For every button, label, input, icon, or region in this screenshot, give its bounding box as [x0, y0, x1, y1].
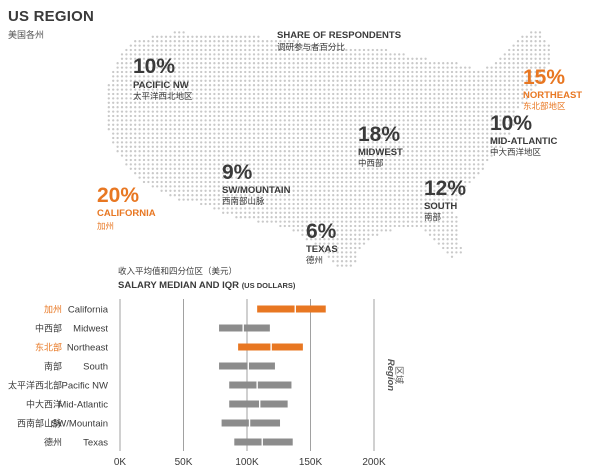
region-label-midwest: 18% MIDWEST 中西部: [358, 124, 403, 169]
chart-row-texas: 德州 Texas: [44, 437, 293, 449]
iqr-bar: [219, 362, 275, 370]
region-label-california: 20% CALIFORNIA 加州: [97, 185, 156, 232]
x-tick-label: 50K: [175, 457, 193, 467]
axis-side-label-cn: 区域: [394, 366, 405, 384]
iqr-bar: [219, 324, 270, 332]
chart-row-northeast: 东北部 Northeast: [35, 342, 303, 354]
region-name: MIDWEST: [358, 147, 403, 158]
region-pct: 10%: [490, 112, 533, 135]
region-pct: 6%: [306, 220, 337, 243]
region-name-cn: 中大西洋地区: [490, 146, 542, 157]
row-label-cn: 加州: [44, 305, 62, 315]
row-label: Mid-Atlantic: [58, 400, 108, 411]
map-dots: [107, 31, 550, 267]
region-pct: 15%: [523, 66, 566, 89]
row-label: Northeast: [67, 343, 109, 354]
iqr-bar: [234, 438, 293, 446]
salary-heading-cn: 收入平均值和四分位区（美元）: [118, 266, 238, 276]
row-label-cn: 西南部山脉: [17, 418, 62, 429]
region-pct: 9%: [222, 161, 253, 184]
row-label: Pacific NW: [62, 381, 108, 392]
region-name-cn: 南部: [424, 211, 442, 222]
row-label: South: [83, 362, 108, 373]
x-tick-label: 0K: [114, 457, 127, 467]
share-heading: SHARE OF RESPONDENTS: [277, 30, 402, 41]
region-name: NORTHEAST: [523, 90, 583, 101]
region-name: PACIFIC NW: [133, 80, 189, 91]
salary-heading-suffix: (US DOLLARS): [241, 281, 296, 290]
iqr-bar: [229, 400, 288, 408]
chart-row-south: 南部 South: [44, 361, 275, 373]
row-label-cn: 太平洋西北部: [8, 380, 62, 391]
region-pct: 12%: [424, 177, 467, 200]
share-heading-cn: 调研参与者百分比: [277, 42, 346, 52]
region-label-texas: 6% TEXAS 德州: [306, 221, 338, 266]
region-label-sw-mountain: 9% SW/MOUNTAIN 西南部山脉: [222, 162, 290, 207]
region-name-cn: 加州: [97, 220, 115, 231]
row-label-cn: 中大西洋: [26, 399, 62, 410]
region-name: CALIFORNIA: [97, 208, 156, 219]
x-tick-label: 200K: [362, 457, 386, 467]
region-label-northeast: 15% NORTHEAST 东北部地区: [523, 67, 582, 112]
row-label-cn: 中西部: [35, 323, 62, 334]
region-name-cn: 太平洋西北地区: [133, 90, 193, 101]
region-name: MID-ATLANTIC: [490, 136, 558, 147]
region-pct: 18%: [358, 123, 401, 146]
iqr-bar: [238, 343, 303, 351]
region-name-cn: 中西部: [358, 157, 384, 168]
region-name-cn: 西南部山脉: [222, 195, 265, 206]
iqr-bar: [221, 419, 281, 427]
page-title: US REGION: [8, 8, 94, 25]
region-name-cn: 德州: [306, 254, 324, 265]
page-subtitle-cn: 美国各州: [8, 30, 45, 40]
row-label: Texas: [83, 438, 108, 449]
region-label-mid-atlantic: 10% MID-ATLANTIC 中大西洋地区: [490, 113, 557, 158]
x-tick-label: 100K: [235, 457, 259, 467]
row-label-cn: 东北部: [35, 342, 62, 353]
chart-row-california: 加州 California: [44, 305, 326, 316]
row-label: California: [68, 305, 109, 316]
salary-heading-title: SALARY MEDIAN AND IQR: [118, 280, 240, 291]
region-pct: 20%: [97, 184, 140, 207]
salary-heading: SALARY MEDIAN AND IQR (US DOLLARS): [118, 280, 295, 291]
region-name: SOUTH: [424, 201, 458, 212]
region-label-south: 12% SOUTH 南部: [424, 178, 466, 223]
iqr-bar: [229, 381, 292, 389]
region-label-pacific-nw: 10% PACIFIC NW 太平洋西北地区: [133, 56, 193, 102]
row-label-cn: 德州: [44, 437, 62, 448]
region-name: SW/MOUNTAIN: [222, 185, 291, 196]
region-name: TEXAS: [306, 244, 338, 255]
chart-row-pacific-nw: 太平洋西北部 Pacific NW: [8, 380, 292, 392]
region-name-cn: 东北部地区: [523, 100, 566, 111]
axis-side-label: Region: [385, 359, 396, 391]
row-label-cn: 南部: [44, 361, 62, 372]
chart-row-midwest: 中西部 Midwest: [35, 323, 270, 335]
x-tick-label: 150K: [299, 457, 323, 467]
us-dot-map: [107, 31, 550, 267]
row-label: SW/Mountain: [51, 419, 108, 430]
row-label: Midwest: [73, 324, 108, 335]
region-pct: 10%: [133, 55, 176, 78]
iqr-bar: [257, 305, 326, 313]
